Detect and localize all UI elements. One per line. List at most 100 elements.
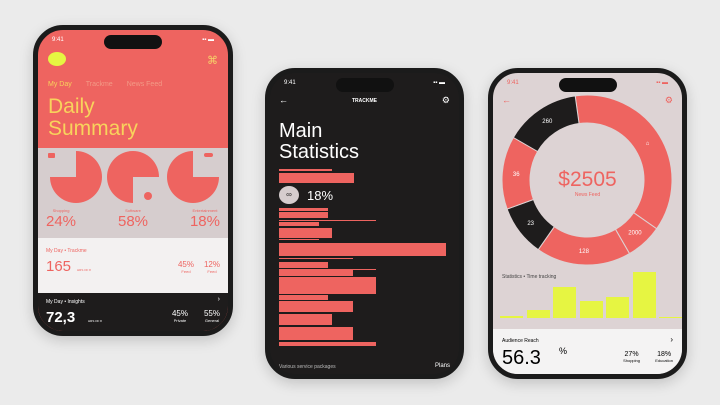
title-line-2: Statistics: [279, 141, 360, 163]
segment-label: 260: [542, 119, 553, 125]
stat-bar: [279, 327, 353, 340]
stat-label: Feed: [207, 269, 217, 274]
badge-percent: 18%: [304, 188, 337, 203]
stat-bar: [279, 314, 332, 325]
grid-icon[interactable]: ⌘: [207, 55, 218, 67]
stat-value: 18%: [657, 351, 672, 358]
audience-card[interactable]: Audience Reach › 56.3 % 27% Shopping 18% E…: [493, 329, 682, 374]
stat-value: 18%: [189, 213, 220, 230]
gear-icon[interactable]: ⚙: [441, 95, 450, 105]
clock: 9:41: [507, 80, 519, 86]
clock: 9:41: [52, 37, 64, 43]
page-title: Main Statistics: [279, 121, 359, 163]
pie-section: Shopping 24% Software 58% Entertainment 18%: [38, 148, 228, 238]
stat-bar: [279, 228, 332, 238]
stat-value: 45%: [177, 260, 194, 269]
title-line-2: Summary: [48, 117, 138, 140]
pie-software: [107, 151, 159, 203]
stat-bar: [279, 222, 319, 226]
dynamic-island: [104, 35, 162, 49]
stat-bar: [279, 301, 353, 312]
stat-bar: [279, 342, 376, 346]
card-unit: HRS OF 8: [88, 319, 102, 323]
signal-icon: ▪▪ ▬: [202, 37, 214, 43]
stat-label: Feed: [181, 269, 191, 274]
stat-bar: [279, 173, 354, 183]
card-heading: My Day • Insights: [46, 299, 85, 305]
avatar[interactable]: [48, 52, 66, 66]
mask-icon: ∞: [279, 186, 299, 204]
tracking-bar: [500, 316, 523, 318]
pie-entertainment: [167, 151, 219, 203]
card-unit: HRS OF 8: [77, 268, 91, 272]
chevron-right-icon[interactable]: ›: [670, 335, 673, 344]
signal-icon: ▪▪ ▬: [433, 80, 445, 86]
tracking-label: Statistics • Time tracking: [502, 274, 557, 280]
stat-bar: [279, 295, 328, 300]
stat-bar: [279, 239, 319, 240]
phone-daily-summary: 9:41 ▪▪ ▬ ⌘ My Day Trackme News Feed Dail…: [33, 25, 233, 336]
donut-amount: $2505: [558, 168, 617, 191]
tracking-bar: [579, 301, 603, 318]
tab-news-feed[interactable]: News Feed: [126, 81, 163, 88]
title-line-1: Daily: [48, 95, 95, 118]
stat-bar: [279, 220, 376, 221]
insights-card[interactable]: My Day • Insights › 72,3 HRS OF 8 45% Pri…: [38, 293, 228, 331]
phone-statistics: 9:41▪▪ ▬ ← STATISTICS ⚙ ⌂20001282336260 …: [488, 68, 687, 379]
segment-label: 23: [527, 221, 534, 227]
stat-bar: [279, 270, 353, 276]
donut-chart: ⌂ 2000 128 23 36 260: [501, 94, 673, 266]
stat-bar: [279, 277, 376, 294]
status-bar: 9:41 ▪▪ ▬: [52, 37, 214, 43]
stat-bar: [279, 269, 376, 270]
page-title: Daily Summary: [48, 96, 138, 140]
back-arrow-icon[interactable]: ←: [502, 95, 511, 105]
dynamic-island: [558, 78, 617, 92]
stat-value: 55%: [203, 309, 220, 318]
stat-entertainment: Entertainment 18%: [190, 208, 220, 230]
chevron-right-icon[interactable]: ›: [217, 296, 220, 303]
donut-segment[interactable]: [512, 95, 580, 153]
tab-my-day[interactable]: My Day: [48, 81, 72, 88]
card-value: 56.3: [502, 347, 541, 369]
donut-segment[interactable]: [537, 225, 631, 266]
donut-segment[interactable]: [574, 94, 673, 230]
plans-link[interactable]: Plans: [434, 363, 450, 369]
stat-label: Entertainment: [192, 208, 218, 213]
stat-value: 27%: [624, 351, 639, 358]
header-title: TRACKME: [352, 98, 377, 104]
gear-icon[interactable]: ⚙: [664, 95, 673, 105]
tab-trackme[interactable]: Trackme: [85, 81, 113, 88]
title-line-1: Main: [279, 120, 323, 142]
pie-charts: [48, 151, 219, 203]
stat-bar: [279, 243, 446, 256]
pie-shopping: [50, 151, 102, 203]
face-icon: [144, 192, 152, 200]
stat-label: Shopping: [52, 208, 70, 213]
stat-label: Private: [173, 318, 187, 323]
card-value: 165: [46, 258, 72, 275]
donut-amount-label: News Feed: [574, 192, 601, 198]
stat-label: Education: [655, 358, 673, 363]
signal-icon: ▪▪ ▬: [656, 80, 668, 86]
tracking-bar: [632, 272, 656, 318]
trackme-card[interactable]: My Day • Trackme 165 HRS OF 8 45% Feed 12…: [38, 238, 228, 293]
segment-label: 2000: [628, 230, 642, 236]
stat-software: Software 58%: [118, 208, 148, 230]
stat-label: Software: [125, 208, 141, 213]
stat-value: 24%: [46, 213, 77, 230]
card-value: 72,3: [46, 309, 76, 326]
stat-bar: [279, 258, 353, 259]
stat-value: 45%: [171, 309, 188, 318]
stat-label: General: [204, 318, 220, 323]
pie-stats: Shopping 24% Software 58% Entertainment 18%: [46, 208, 220, 230]
tracking-bar: [553, 287, 576, 318]
back-arrow-icon[interactable]: ←: [279, 95, 288, 105]
stat-bar: [279, 212, 328, 218]
stat-bar: [279, 169, 332, 171]
card-heading: My Day • Trackme: [46, 248, 87, 254]
stat-bar: [279, 208, 328, 211]
dynamic-island: [335, 78, 394, 92]
tab-bar: My Day Trackme News Feed: [48, 81, 162, 88]
stat-shopping: Shopping 24%: [46, 208, 76, 230]
